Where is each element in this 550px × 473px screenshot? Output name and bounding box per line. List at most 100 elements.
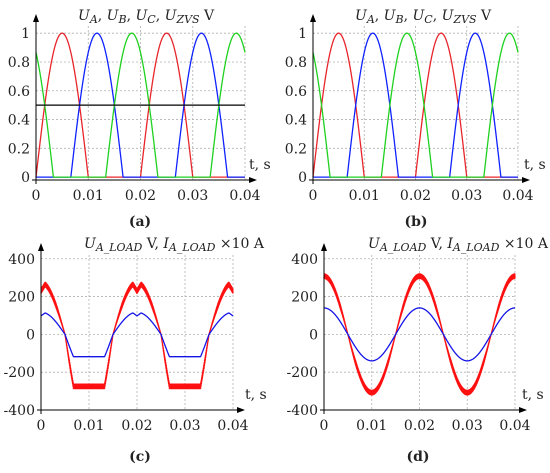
y-tick-label: 0.2: [285, 141, 307, 157]
panel-c: 0 0.01 0.02 0.03 0.04 -400 -200 0 200 400 UA_LOAD …: [4, 236, 267, 465]
y-tick-label: 0.8: [8, 55, 30, 71]
title-part: B: [394, 13, 403, 26]
y-tick-label: 0.6: [285, 84, 307, 100]
title-part: C: [147, 13, 156, 26]
y-tick-label: 0: [21, 170, 30, 186]
y-tick-label: -400: [4, 403, 35, 419]
x-tick-label: 0.02: [121, 418, 152, 434]
x-tick-label: 0.01: [349, 188, 380, 204]
x-tick-label: 0.02: [400, 188, 431, 204]
panel-title: UA_LOAD V, IA_LOAD ×10 A: [84, 236, 265, 254]
title-part: A_LOAD: [452, 241, 500, 254]
title-part: B: [117, 13, 126, 26]
y-axis-arrow: [38, 243, 44, 251]
y-tick-label: -200: [4, 365, 35, 381]
title-part: ,: [156, 8, 165, 24]
panel-title: UA, UB, UC, UZVS V: [355, 8, 492, 26]
title-part: U: [442, 8, 455, 24]
title-part: ,: [98, 8, 107, 24]
y-tick-label: 0: [26, 327, 35, 343]
x-axis-arrow: [249, 177, 257, 183]
y-tick-label: 0.6: [8, 84, 30, 100]
x-tick-label: 0.01: [356, 418, 387, 434]
x-tick-label: 0.01: [73, 418, 104, 434]
title-part: A_LOAD: [95, 241, 143, 254]
title-part: ZVS: [452, 13, 477, 26]
y-tick-label: 0.4: [285, 113, 307, 129]
y-tick-label: 0.2: [8, 141, 30, 157]
panel-title: UA_LOAD V, IA_LOAD ×10 A: [368, 236, 549, 254]
y-tick-label: 0: [309, 327, 318, 343]
title-part: U: [165, 8, 178, 24]
title-part: ×10 A: [215, 236, 264, 252]
y-axis-arrow: [33, 14, 39, 22]
x-axis-label: t, s: [522, 387, 544, 403]
x-axis-label: t, s: [524, 157, 546, 173]
x-axis-arrow: [519, 407, 527, 413]
title-part: ZVS: [175, 13, 200, 26]
title-part: A_LOAD: [168, 241, 216, 254]
series-line-3: [35, 32, 246, 178]
title-part: A: [89, 13, 98, 26]
x-tick-label: 0.03: [451, 188, 482, 204]
x-axis-label: t, s: [245, 387, 267, 403]
y-tick-label: 400: [8, 252, 35, 268]
panel-caption: (a): [129, 214, 151, 230]
title-part: U: [384, 8, 397, 24]
x-tick-label: 0.04: [499, 418, 530, 434]
panel-caption: (b): [404, 214, 427, 230]
title-part: V: [477, 8, 492, 24]
x-axis-arrow: [237, 407, 245, 413]
title-part: U: [78, 8, 91, 24]
x-tick-label: 0: [37, 418, 46, 434]
title-part: U: [135, 8, 148, 24]
title-part: I: [162, 236, 169, 252]
title-part: ,: [375, 8, 384, 24]
x-tick-label: 0.02: [404, 418, 435, 434]
title-part: U: [355, 8, 368, 24]
title-part: U: [107, 8, 120, 24]
x-tick-label: 0: [32, 188, 41, 204]
x-tick-label: 0.02: [125, 188, 156, 204]
x-axis-label: t, s: [249, 157, 271, 173]
y-tick-label: 0.8: [285, 55, 307, 71]
y-tick-label: 1: [21, 26, 30, 42]
x-tick-label: 0.01: [73, 188, 104, 204]
series-line-2: [323, 307, 516, 362]
y-tick-label: 400: [291, 252, 318, 268]
title-part: U: [368, 236, 381, 252]
title-part: ,: [433, 8, 442, 24]
title-part: A: [366, 13, 375, 26]
x-tick-label: 0.03: [169, 418, 200, 434]
y-tick-label: -200: [287, 365, 318, 381]
y-tick-label: 0.4: [8, 113, 30, 129]
title-part: V: [200, 8, 215, 24]
title-part: ×10 A: [499, 236, 548, 252]
title-part: V,: [142, 236, 163, 252]
x-tick-label: 0.04: [217, 418, 248, 434]
y-tick-label: 200: [291, 290, 318, 306]
title-part: V,: [426, 236, 447, 252]
x-tick-label: 0.03: [452, 418, 483, 434]
series-line-1: [40, 281, 234, 390]
title-part: ,: [127, 8, 136, 24]
panel-caption: (c): [129, 449, 151, 465]
y-tick-label: 0: [298, 170, 307, 186]
y-tick-label: -400: [287, 403, 318, 419]
title-part: I: [446, 236, 453, 252]
title-part: ,: [404, 8, 413, 24]
panel-title: UA, UB, UC, UZVS V: [78, 8, 215, 26]
title-part: U: [84, 236, 97, 252]
series-line-1: [323, 273, 516, 396]
title-part: C: [424, 13, 433, 26]
series-line-3: [312, 32, 519, 178]
title-part: U: [412, 8, 425, 24]
y-axis-arrow: [321, 243, 327, 251]
y-tick-label: 1: [298, 26, 307, 42]
x-tick-label: 0.04: [229, 188, 260, 204]
x-axis-arrow: [522, 177, 530, 183]
y-axis-arrow: [310, 14, 316, 22]
